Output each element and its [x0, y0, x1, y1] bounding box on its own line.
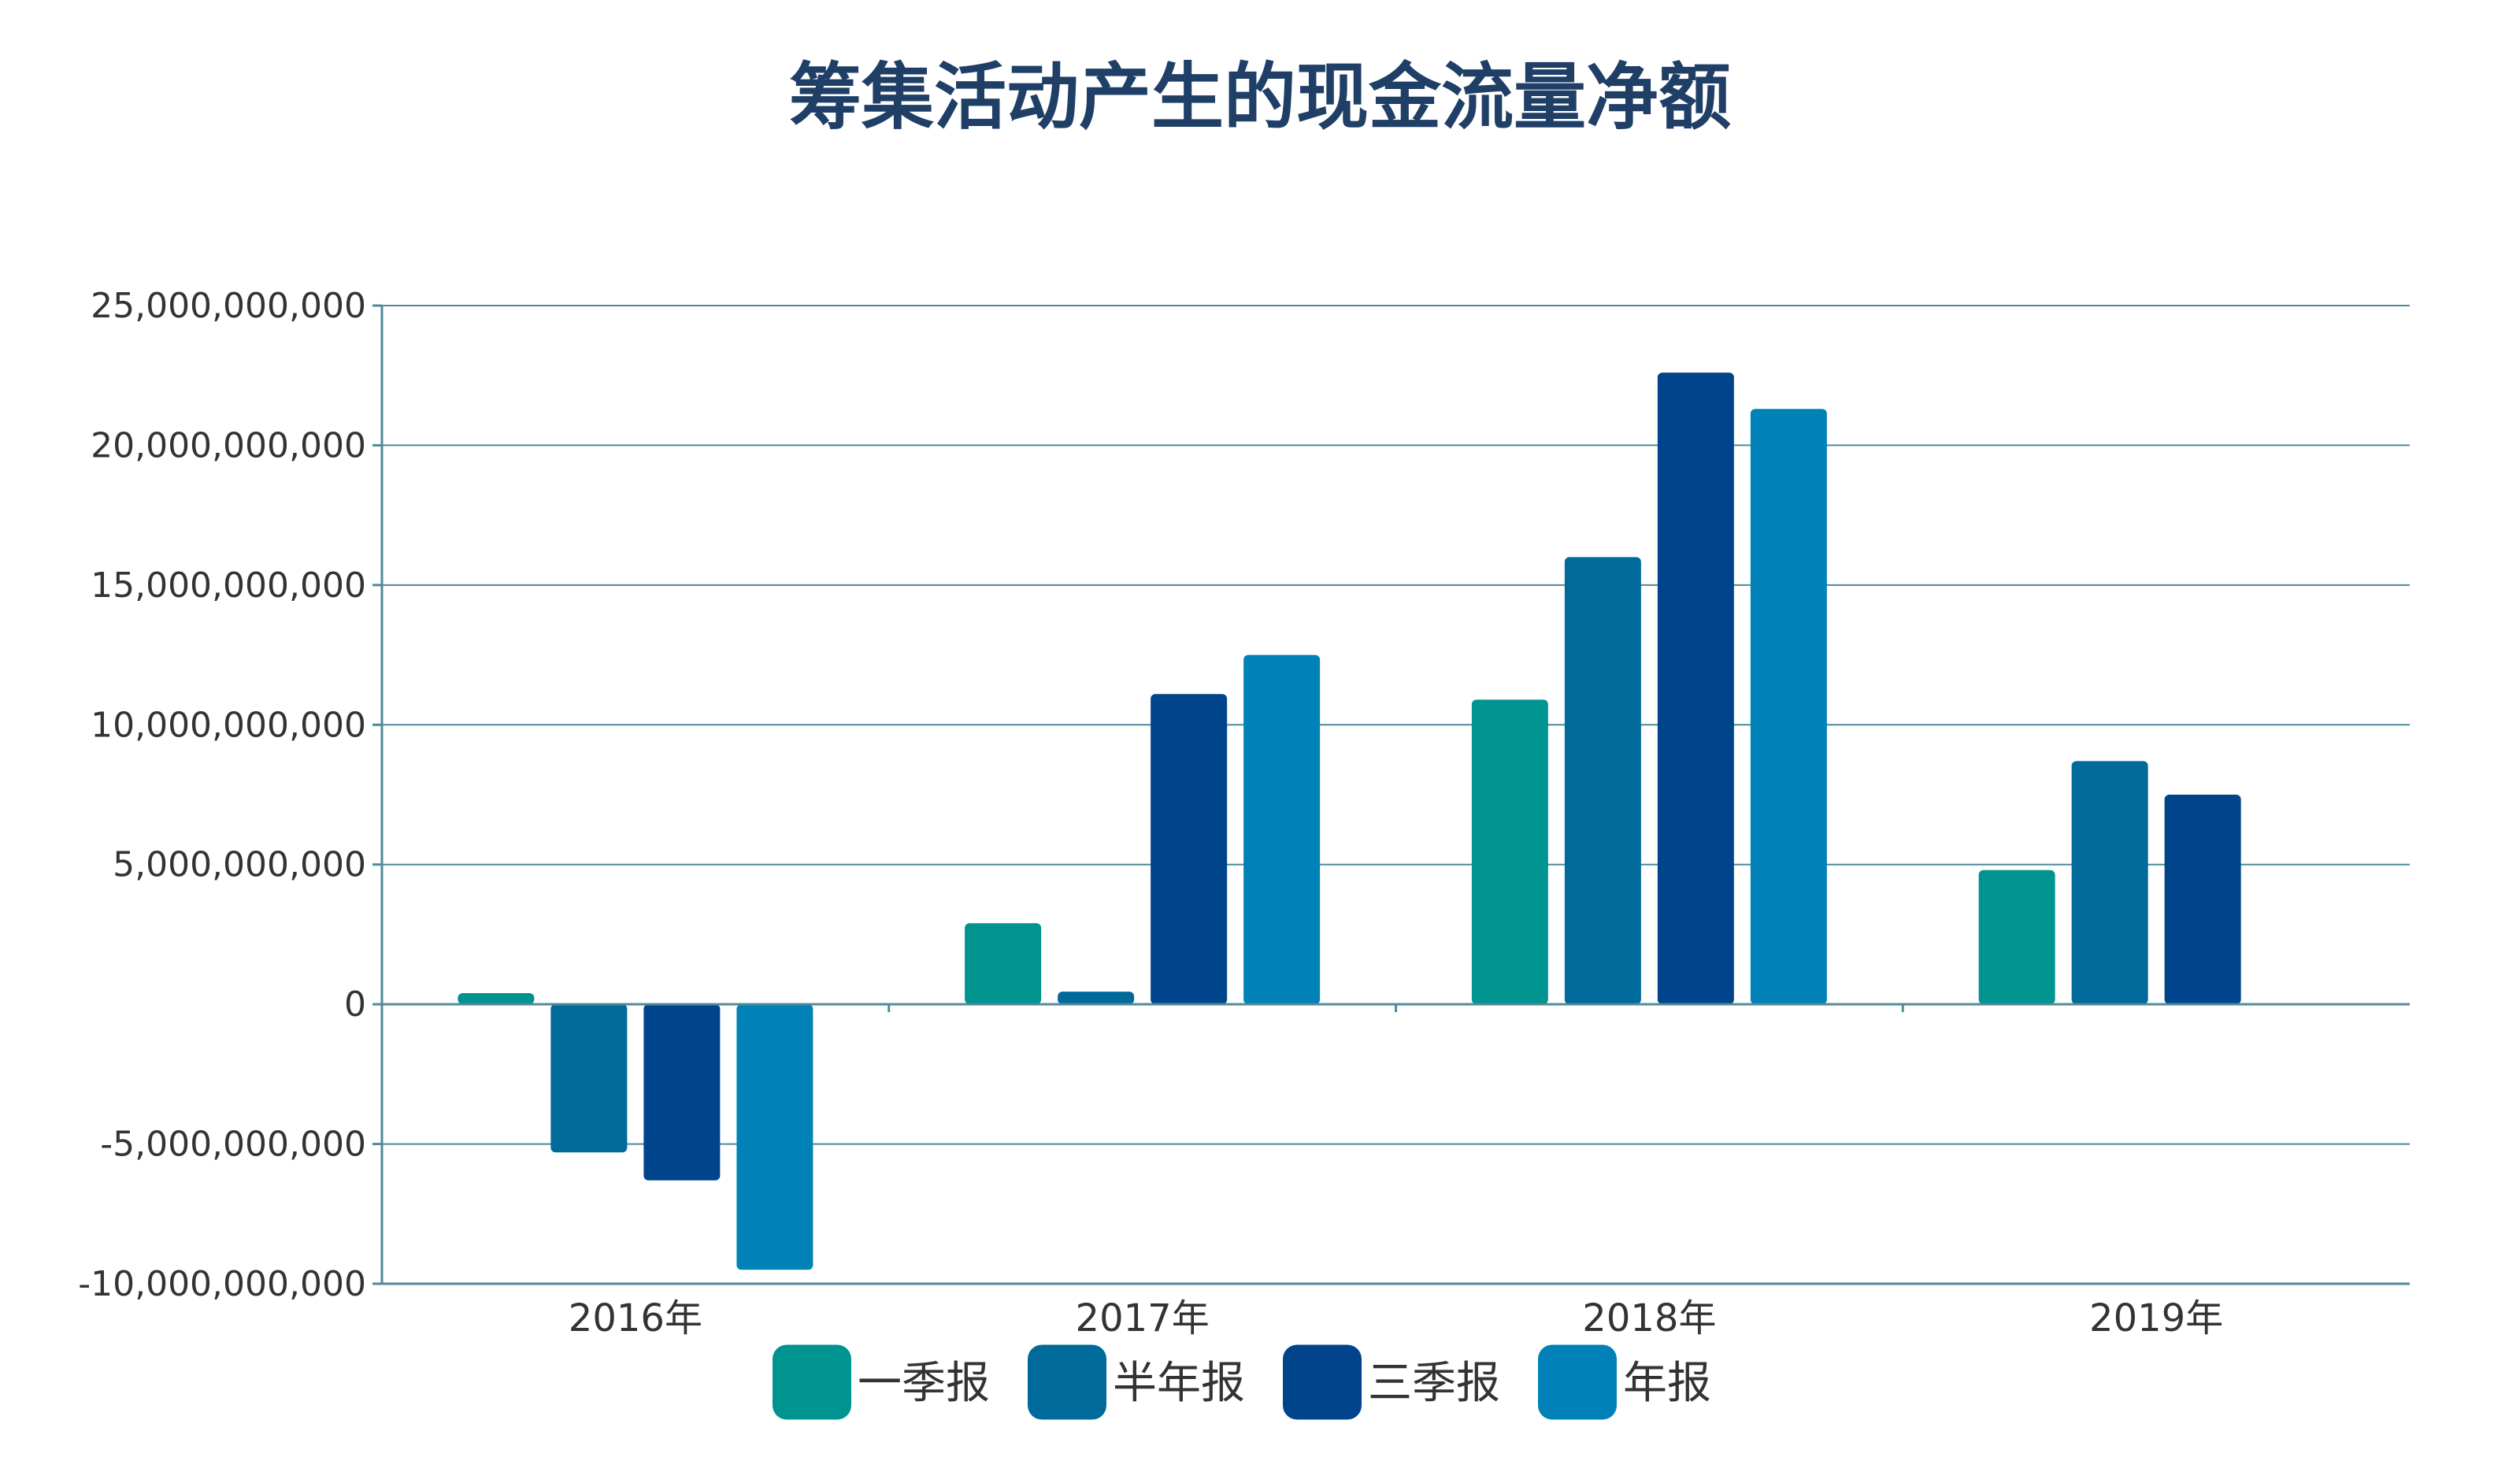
- legend-label: 三季报: [1368, 1358, 1500, 1409]
- chart-title: 筹集活动产生的现金流量净额: [789, 55, 1731, 139]
- x-tick-label: 2018年: [1582, 1296, 1716, 1340]
- bar-年报-2016年: [736, 1004, 813, 1270]
- legend-item-三季报[interactable]: 三季报: [1283, 1344, 1500, 1420]
- legend-swatch: [1028, 1344, 1106, 1420]
- bar-三季报-2017年: [1151, 694, 1228, 1005]
- legend-swatch: [773, 1344, 851, 1420]
- bar-一季报-2019年: [1978, 869, 2055, 1005]
- legend-item-半年报[interactable]: 半年报: [1028, 1344, 1245, 1420]
- y-tick-label: 10,000,000,000: [91, 705, 366, 745]
- bar-年报-2017年: [1243, 654, 1321, 1005]
- bar-半年报-2017年: [1058, 992, 1135, 1005]
- y-tick-label: -5,000,000,000: [100, 1125, 366, 1165]
- y-tick-label: 5,000,000,000: [113, 845, 366, 885]
- legend-label: 半年报: [1113, 1358, 1245, 1409]
- y-tick-label: -10,000,000,000: [78, 1264, 366, 1304]
- bar-一季报-2017年: [965, 923, 1042, 1005]
- bar-半年报-2018年: [1564, 557, 1641, 1005]
- legend-item-年报[interactable]: 年报: [1538, 1344, 1711, 1420]
- legend-item-一季报[interactable]: 一季报: [773, 1344, 990, 1420]
- legend-swatch: [1538, 1344, 1617, 1420]
- bars: [458, 373, 2241, 1270]
- y-tick-label: 15,000,000,000: [91, 565, 366, 606]
- y-tick-label: 20,000,000,000: [91, 425, 366, 465]
- bar-半年报-2016年: [550, 1004, 628, 1153]
- bar-三季报-2016年: [643, 1004, 721, 1181]
- x-tick-label: 2019年: [2089, 1296, 2223, 1340]
- y-tick-label: 0: [344, 984, 366, 1025]
- legend-swatch: [1283, 1344, 1362, 1420]
- y-tick-label: 25,000,000,000: [91, 286, 366, 326]
- axes: 25,000,000,000 20,000,000,000 15,000,000,0…: [78, 286, 2410, 1340]
- x-tick-label: 2017年: [1076, 1296, 1210, 1340]
- legend-label: 年报: [1623, 1358, 1711, 1409]
- bar-三季报-2019年: [2164, 795, 2241, 1005]
- legend: 一季报 半年报 三季报 年报: [773, 1344, 1711, 1420]
- bar-一季报-2016年: [458, 992, 535, 1005]
- bar-半年报-2019年: [2071, 761, 2148, 1005]
- bar-年报-2018年: [1750, 409, 1827, 1005]
- legend-label: 一季报: [858, 1358, 990, 1409]
- x-tick-label: 2016年: [569, 1296, 702, 1340]
- bar-一季报-2018年: [1471, 699, 1548, 1005]
- bar-三季报-2018年: [1657, 373, 1734, 1005]
